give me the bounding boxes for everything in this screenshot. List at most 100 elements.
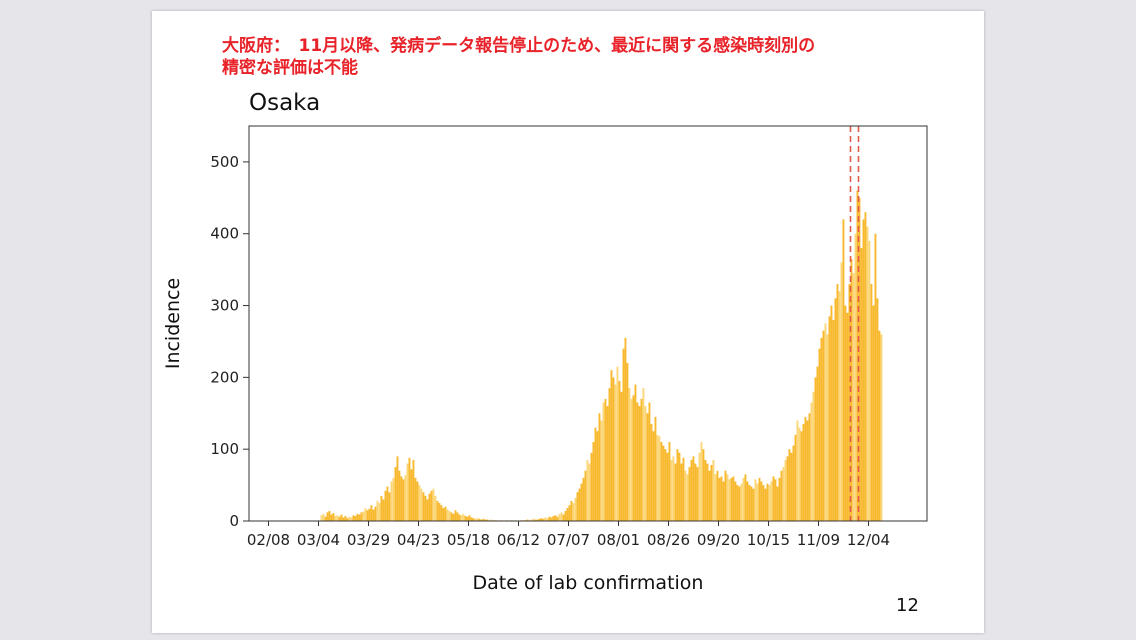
bar (858, 197, 861, 521)
bar (604, 398, 607, 521)
bar (568, 505, 571, 521)
bar (834, 298, 837, 521)
bar (598, 413, 601, 521)
bar (380, 495, 383, 521)
bar (358, 514, 361, 521)
bar (434, 495, 437, 521)
bar (356, 513, 359, 521)
bar (330, 514, 333, 521)
plot-frame (248, 125, 928, 522)
bar (580, 483, 583, 521)
bar (872, 305, 875, 521)
bar (484, 519, 487, 521)
bar (768, 485, 771, 521)
bar (560, 512, 563, 521)
y-axis-label: Incidence (162, 278, 184, 369)
bar (346, 518, 349, 521)
bar (574, 498, 577, 521)
bar (710, 464, 713, 521)
y-tick-label: 0 (229, 512, 239, 530)
bar (786, 456, 789, 521)
bar (332, 513, 335, 521)
x-tick-label: 04/23 (397, 531, 440, 549)
bar (412, 459, 415, 521)
bar (594, 427, 597, 521)
bar (610, 370, 613, 521)
bar (626, 363, 629, 521)
bar (818, 348, 821, 521)
bar (460, 515, 463, 521)
x-axis: 02/08 03/04 03/29 04/23 05/18 06/12 07/07 08/01… (247, 521, 890, 549)
bar (558, 513, 561, 521)
bar (590, 452, 593, 521)
bar (602, 402, 605, 521)
bar (790, 452, 793, 521)
bar (354, 515, 357, 521)
bar (688, 467, 691, 521)
bar (772, 476, 775, 521)
bar (784, 459, 787, 521)
bar (758, 477, 761, 521)
bar (342, 517, 345, 521)
bar (422, 492, 425, 521)
bar (816, 366, 819, 521)
bar (796, 420, 799, 521)
bar (854, 233, 857, 521)
bar (406, 463, 409, 521)
bar (652, 431, 655, 521)
bar (826, 334, 829, 521)
bar (326, 512, 329, 521)
bar (642, 388, 645, 521)
bar (860, 248, 863, 521)
bar (704, 459, 707, 521)
bar (538, 518, 541, 521)
bar (840, 262, 843, 521)
bar (370, 505, 373, 521)
bar (344, 515, 347, 521)
bar (474, 518, 477, 521)
x-tick-label: 02/08 (247, 531, 290, 549)
y-tick-label: 300 (210, 297, 239, 315)
bar (880, 334, 883, 521)
bar (430, 490, 433, 521)
bar (630, 398, 633, 521)
bar (730, 477, 733, 521)
bar (742, 477, 745, 521)
bar (764, 488, 767, 521)
bar (732, 476, 735, 521)
bar (470, 517, 473, 521)
bar (830, 305, 833, 521)
bar (576, 492, 579, 521)
bar (534, 519, 537, 521)
bar (458, 514, 461, 521)
bar (616, 366, 619, 521)
bar (410, 469, 413, 521)
bar (338, 516, 341, 521)
x-axis-label: Date of lab confirmation (473, 572, 704, 594)
bar (738, 486, 741, 521)
bar (682, 457, 685, 521)
bar (424, 495, 427, 521)
bar (646, 413, 649, 521)
bar (462, 513, 465, 521)
bar (662, 445, 665, 521)
bar (612, 377, 615, 521)
x-tick-label: 11/09 (797, 531, 840, 549)
bar (844, 305, 847, 521)
bar (386, 486, 389, 521)
bar (552, 515, 555, 521)
bar (548, 516, 551, 521)
bar (782, 467, 785, 521)
bar (658, 436, 661, 521)
bar (564, 510, 567, 521)
bar (360, 512, 363, 521)
bar (394, 467, 397, 521)
bar (776, 486, 779, 521)
bar (454, 510, 457, 521)
note-line-2: 精密な評価は不能 (222, 58, 358, 78)
note-line-1: 大阪府： 11月以降、発病データ報告停止のため、最近に関する感染時刻別の (222, 36, 816, 56)
bar (684, 470, 687, 521)
bar (452, 513, 455, 521)
bar (868, 240, 871, 521)
bar (402, 479, 405, 521)
